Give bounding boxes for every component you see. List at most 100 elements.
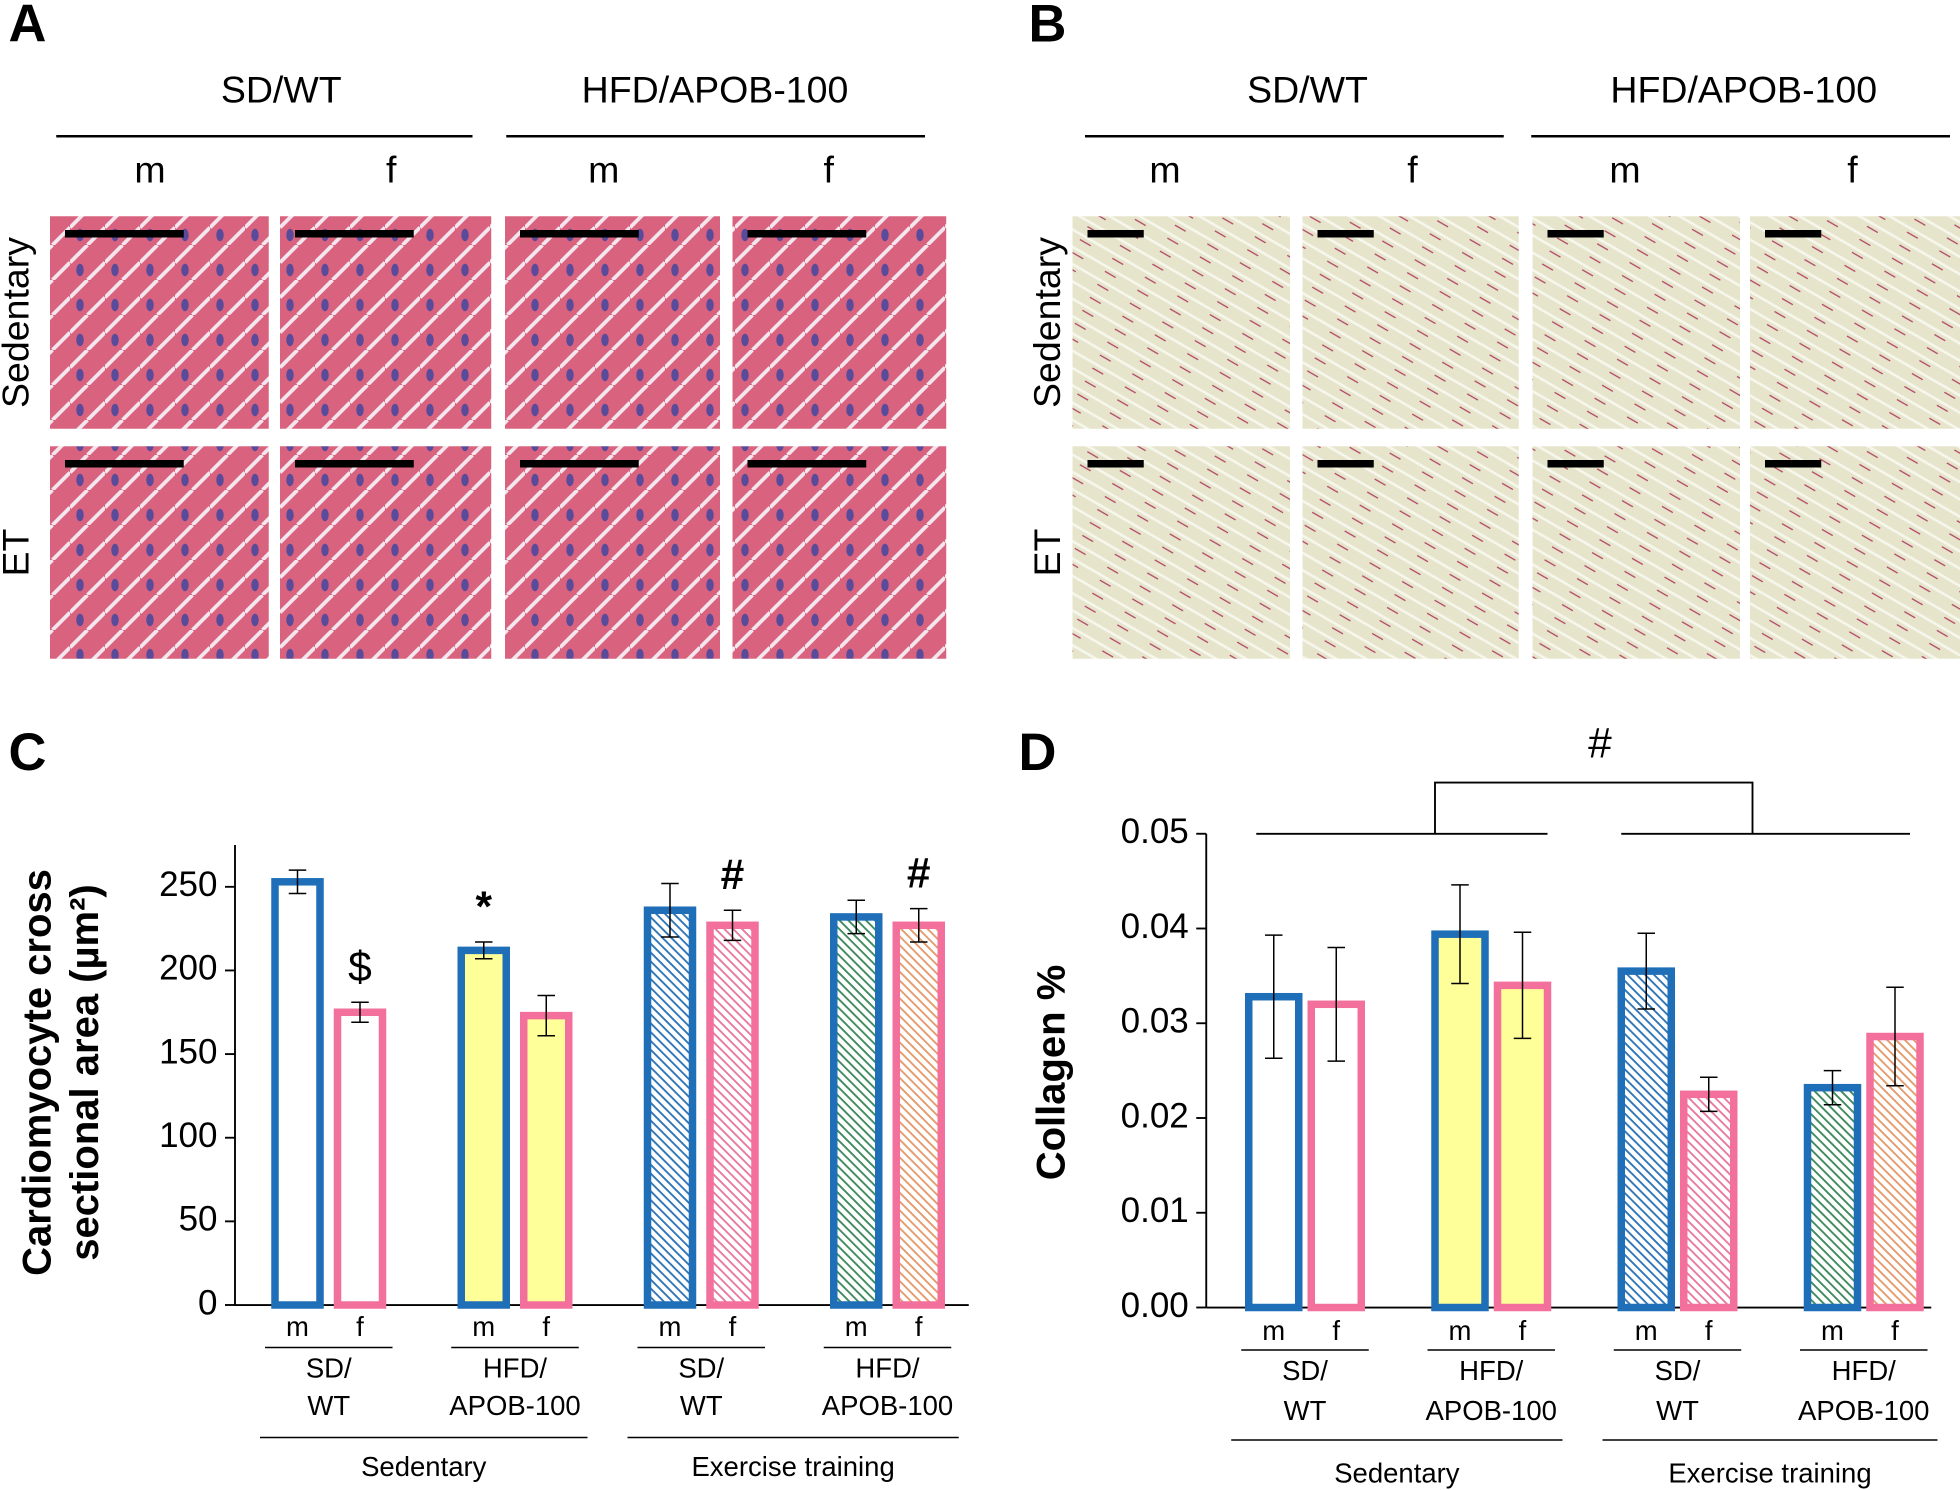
significance: * [475, 884, 492, 931]
panel-label: C [9, 723, 47, 782]
label: f [915, 1311, 923, 1342]
y-tick-label: 0.01 [1121, 1191, 1189, 1230]
label: m [659, 1311, 682, 1342]
label: m [1149, 148, 1180, 190]
label: WT [1284, 1395, 1327, 1426]
significance: # [721, 852, 745, 899]
micrograph [732, 446, 947, 659]
label: APOB-100 [822, 1390, 953, 1421]
micrograph [1302, 216, 1519, 429]
label: m [1609, 148, 1640, 190]
label: APOB-100 [449, 1390, 580, 1421]
label: ET [0, 528, 37, 576]
micrograph [1302, 446, 1519, 659]
bar [706, 921, 759, 1309]
bar [830, 913, 883, 1309]
label: Sedentary [0, 237, 37, 408]
label: sectional area (µm²) [63, 884, 107, 1261]
micrograph [1532, 446, 1740, 659]
y-tick-label: 0.04 [1121, 907, 1189, 946]
bar [643, 906, 697, 1309]
micrograph [1750, 446, 1960, 659]
micrograph [1072, 446, 1290, 659]
label: m [472, 1311, 495, 1342]
label: WT [680, 1390, 723, 1421]
label: Collagen % [1029, 965, 1073, 1181]
label: HFD/ [483, 1352, 548, 1383]
y-tick-label: 200 [159, 949, 217, 988]
label: Sedentary [361, 1451, 487, 1482]
label: SD/WT [1247, 68, 1368, 110]
label: m [1262, 1315, 1285, 1346]
micrograph [505, 446, 720, 659]
label: APOB-100 [1798, 1395, 1929, 1426]
label: SD/ [1282, 1355, 1328, 1386]
bar [333, 1008, 387, 1309]
bar [1431, 930, 1489, 1312]
label: HFD/ [855, 1352, 920, 1383]
y-tick-label: 50 [179, 1200, 218, 1239]
micrograph [1072, 216, 1290, 429]
label: Sedentary [1026, 237, 1068, 408]
micrograph [505, 216, 720, 429]
panel-label: B [1029, 0, 1067, 53]
label: SD/ [306, 1352, 352, 1383]
label: f [824, 148, 835, 190]
label: m [1821, 1315, 1844, 1346]
significance: # [907, 850, 931, 897]
y-tick-label: 0.03 [1121, 1002, 1189, 1041]
bar [271, 878, 324, 1309]
label: f [1519, 1315, 1527, 1346]
label: Sedentary [1334, 1457, 1460, 1488]
micrograph [732, 216, 947, 429]
label: f [386, 148, 397, 190]
label: f [729, 1311, 737, 1342]
label: f [1847, 148, 1858, 190]
label: f [356, 1311, 364, 1342]
significance: $ [348, 944, 372, 991]
label: m [1635, 1315, 1658, 1346]
label: HFD/ [1832, 1355, 1897, 1386]
label: HFD/APOB-100 [1610, 68, 1877, 110]
label: Cardiomyocyte cross [16, 869, 60, 1276]
label: ET [1026, 528, 1068, 576]
bar [1680, 1090, 1738, 1312]
y-tick-label: 0.02 [1121, 1096, 1189, 1135]
bar [520, 1011, 573, 1309]
micrograph [1750, 216, 1960, 429]
y-tick-label: 250 [159, 865, 217, 904]
panel-label: A [9, 0, 47, 53]
micrograph [1532, 216, 1740, 429]
label: m [588, 148, 619, 190]
label: m [845, 1311, 868, 1342]
y-tick-label: 0.05 [1121, 812, 1189, 851]
label: m [286, 1311, 309, 1342]
label: HFD/APOB-100 [582, 68, 849, 110]
label: WT [1656, 1395, 1699, 1426]
bar [1803, 1083, 1862, 1312]
label: HFD/ [1459, 1355, 1524, 1386]
y-tick-label: 150 [159, 1032, 217, 1071]
label: Exercise training [691, 1451, 894, 1482]
label: SD/ [1655, 1355, 1701, 1386]
label: SD/WT [221, 68, 342, 110]
y-tick-label: 100 [159, 1116, 217, 1155]
y-tick-label: 0 [198, 1283, 217, 1322]
significance: # [1588, 720, 1612, 767]
label: m [1449, 1315, 1472, 1346]
label: SD/ [678, 1352, 724, 1383]
label: f [1891, 1315, 1899, 1346]
label: m [134, 148, 165, 190]
bar [457, 946, 510, 1309]
bracket [1434, 781, 1754, 834]
micrograph [50, 446, 269, 659]
micrograph [280, 446, 492, 659]
label: WT [307, 1390, 350, 1421]
label: Exercise training [1668, 1457, 1871, 1488]
y-tick-label: 0.00 [1121, 1286, 1189, 1325]
label: f [1705, 1315, 1713, 1346]
label: f [1407, 148, 1418, 190]
bar [1617, 967, 1675, 1312]
label: APOB-100 [1426, 1395, 1557, 1426]
